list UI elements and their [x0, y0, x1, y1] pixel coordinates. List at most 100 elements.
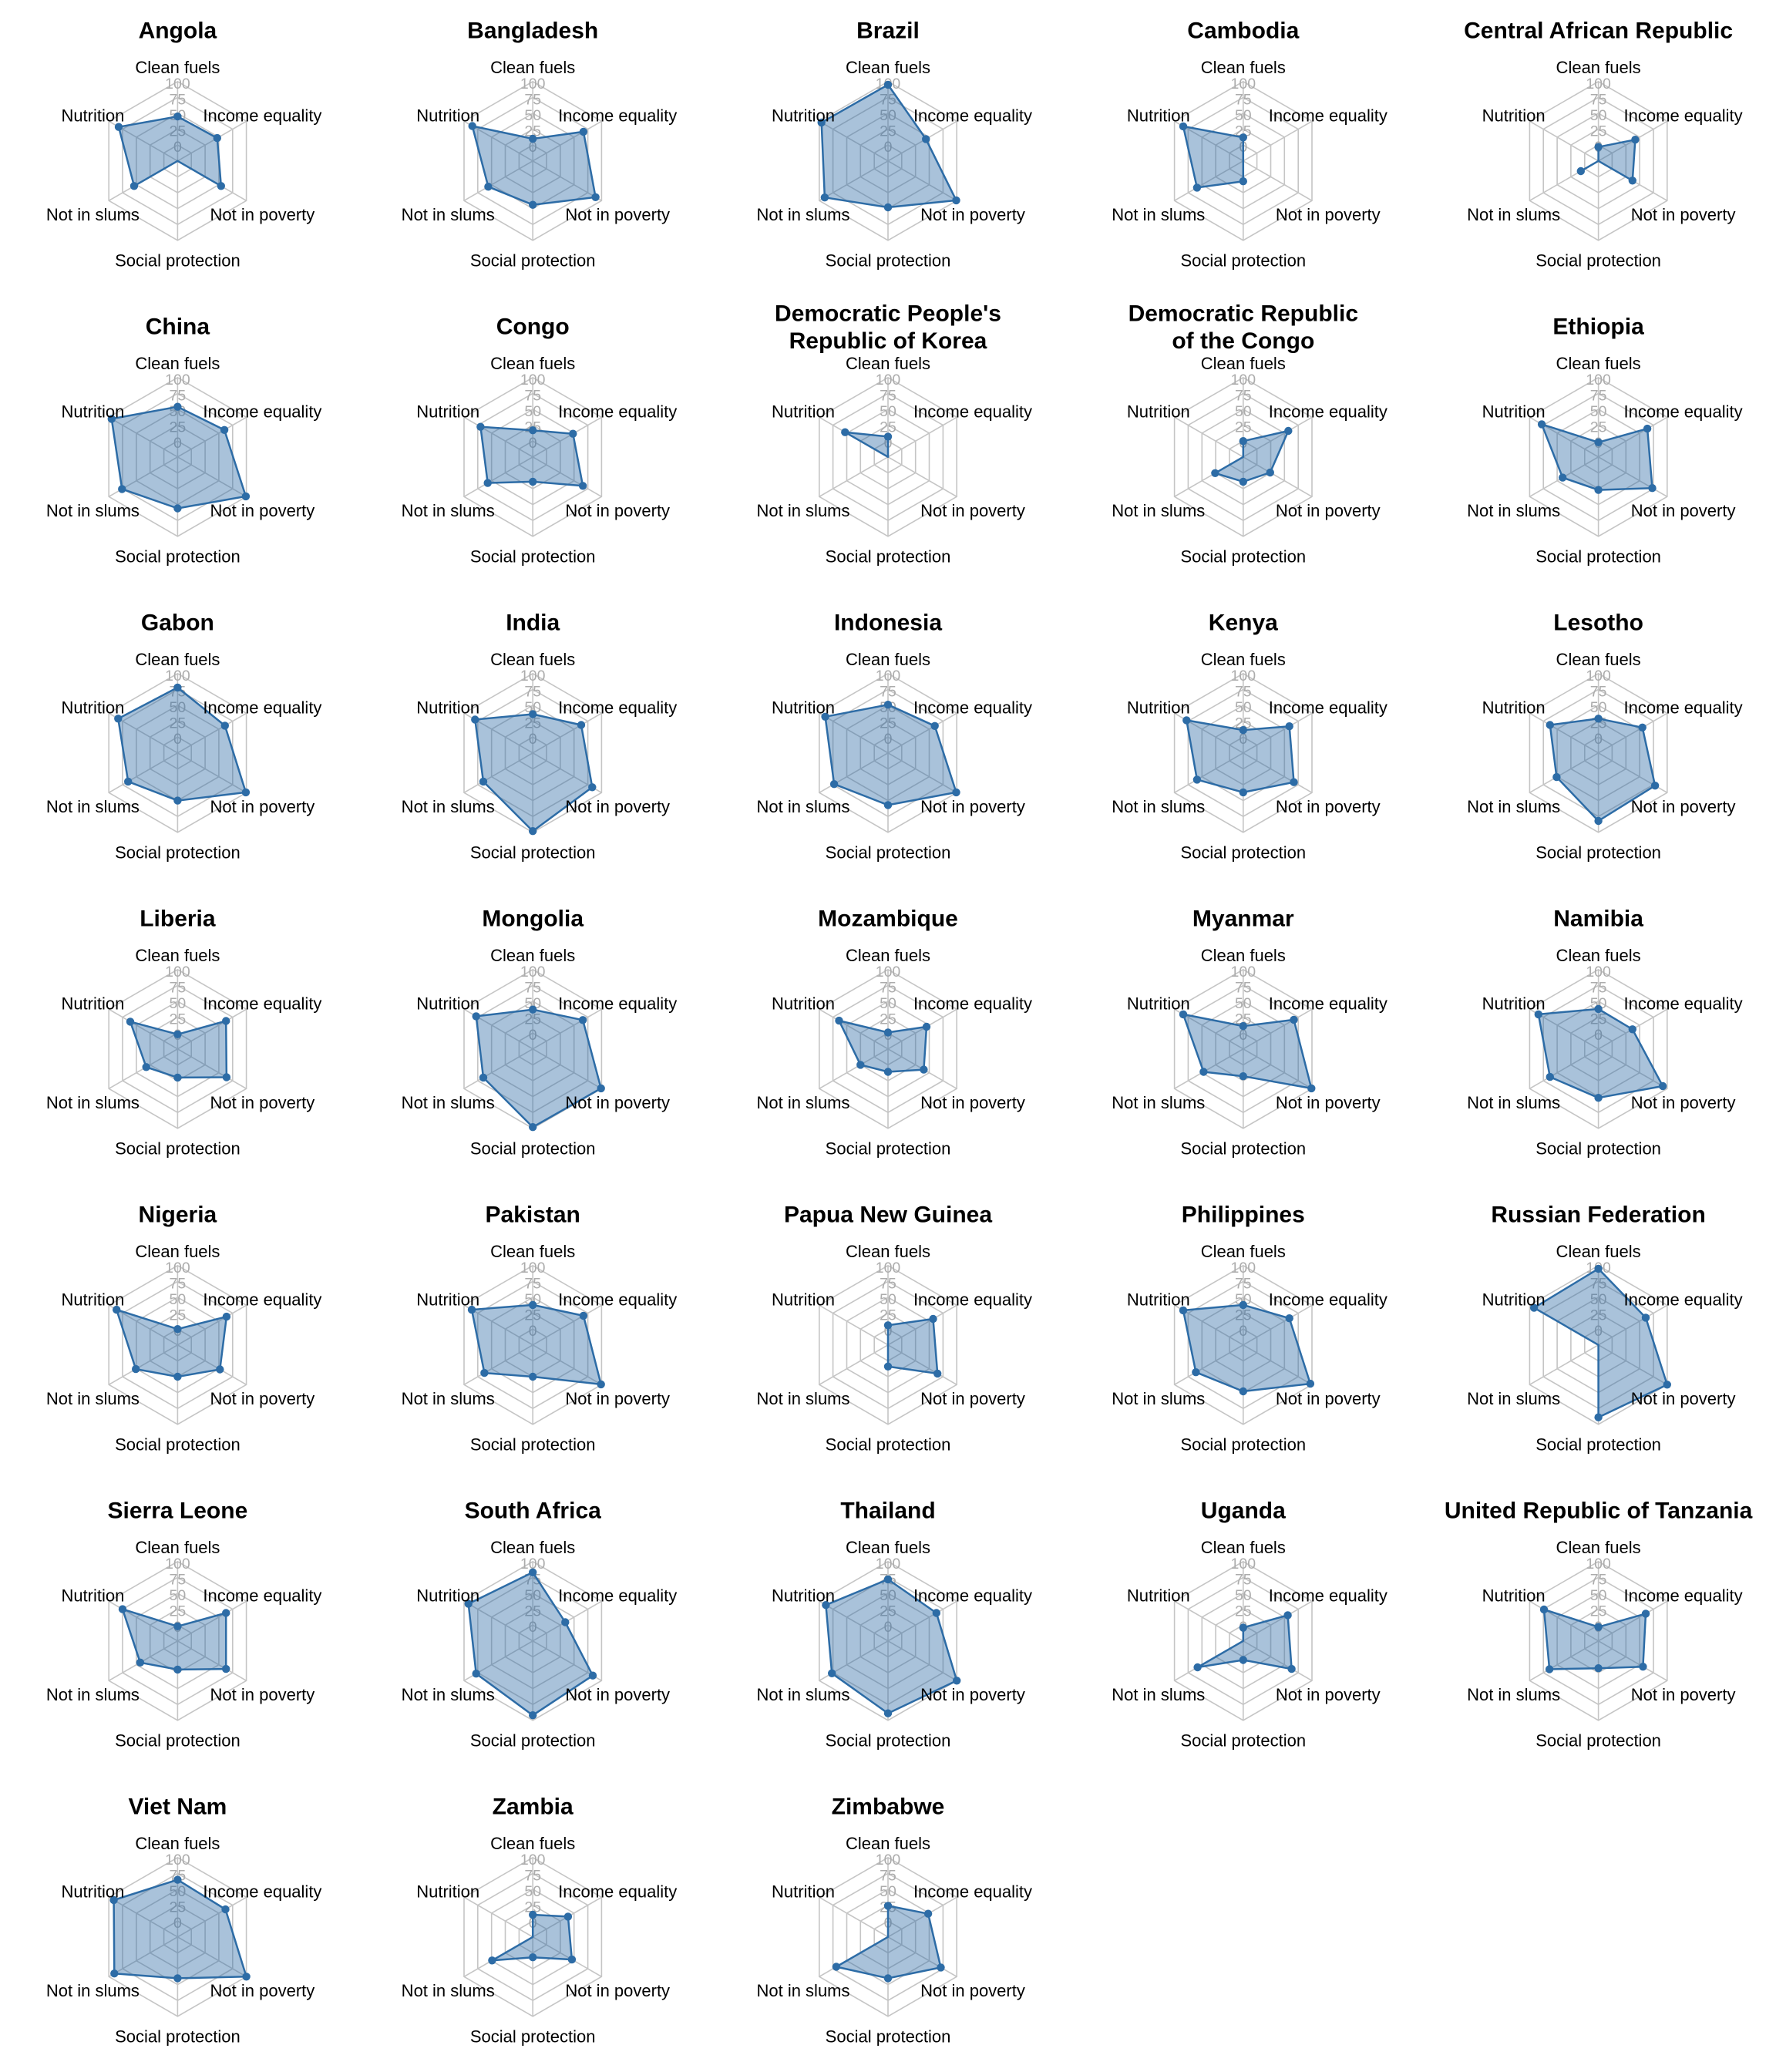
svg-text:Not in poverty: Not in poverty	[1276, 501, 1381, 520]
svg-text:75: 75	[524, 979, 541, 996]
svg-text:Not in slums: Not in slums	[402, 205, 495, 224]
svg-text:Social protection: Social protection	[470, 843, 596, 863]
svg-text:Not in poverty: Not in poverty	[565, 1389, 670, 1408]
svg-text:Not in slums: Not in slums	[46, 1093, 140, 1112]
svg-text:100: 100	[520, 1852, 546, 1868]
svg-text:Namibia: Namibia	[1553, 906, 1643, 932]
svg-text:Democratic People's: Democratic People's	[775, 301, 1001, 326]
svg-text:100: 100	[520, 1260, 546, 1276]
svg-text:Social protection: Social protection	[1180, 1435, 1306, 1455]
svg-text:Not in poverty: Not in poverty	[1276, 1389, 1381, 1408]
svg-text:Nutrition: Nutrition	[1127, 1290, 1190, 1309]
svg-text:Income equality: Income equality	[203, 1586, 321, 1605]
svg-text:50: 50	[880, 1587, 896, 1604]
svg-text:Nutrition: Nutrition	[1127, 1586, 1190, 1605]
svg-text:Social protection: Social protection	[115, 251, 240, 271]
svg-text:50: 50	[1590, 1291, 1607, 1308]
svg-text:0: 0	[884, 1619, 893, 1636]
svg-text:50: 50	[524, 1883, 541, 1900]
svg-text:Not in poverty: Not in poverty	[920, 501, 1025, 520]
svg-text:50: 50	[170, 1291, 187, 1308]
svg-text:Social protection: Social protection	[826, 547, 951, 567]
svg-text:Nutrition: Nutrition	[61, 1882, 124, 1901]
svg-text:Not in poverty: Not in poverty	[565, 797, 670, 816]
svg-text:Income equality: Income equality	[1624, 106, 1743, 125]
svg-text:25: 25	[170, 1899, 187, 1916]
svg-text:Not in slums: Not in slums	[1112, 797, 1205, 816]
svg-text:Papua New Guinea: Papua New Guinea	[784, 1202, 992, 1228]
svg-text:75: 75	[524, 1571, 541, 1588]
svg-text:Social protection: Social protection	[826, 1435, 951, 1455]
svg-text:Social protection: Social protection	[115, 1435, 240, 1455]
svg-text:50: 50	[524, 1587, 541, 1604]
svg-text:50: 50	[170, 1883, 187, 1900]
svg-text:0: 0	[1239, 731, 1247, 748]
svg-text:Clean fuels: Clean fuels	[1556, 1242, 1641, 1261]
svg-text:Income equality: Income equality	[203, 698, 321, 717]
svg-text:Income equality: Income equality	[1624, 698, 1743, 717]
svg-text:Not in slums: Not in slums	[1467, 205, 1560, 224]
svg-text:Gabon: Gabon	[141, 610, 214, 636]
svg-text:Income equality: Income equality	[203, 994, 321, 1013]
svg-text:Income equality: Income equality	[203, 402, 321, 421]
svg-text:75: 75	[524, 683, 541, 700]
svg-text:25: 25	[524, 1603, 541, 1620]
svg-text:Clean fuels: Clean fuels	[846, 946, 930, 965]
svg-text:Income equality: Income equality	[913, 106, 1032, 125]
svg-text:Income equality: Income equality	[1269, 106, 1388, 125]
svg-text:Not in poverty: Not in poverty	[210, 1685, 315, 1704]
svg-text:100: 100	[520, 964, 546, 980]
svg-text:0: 0	[1239, 1323, 1247, 1340]
svg-text:50: 50	[1590, 1587, 1607, 1604]
svg-text:25: 25	[1235, 715, 1252, 732]
svg-text:25: 25	[170, 1603, 187, 1620]
svg-text:Nutrition: Nutrition	[1127, 698, 1190, 717]
svg-text:Nutrition: Nutrition	[1482, 1586, 1546, 1605]
svg-text:100: 100	[876, 668, 901, 684]
svg-text:Not in slums: Not in slums	[402, 797, 495, 816]
svg-text:Clean fuels: Clean fuels	[1201, 58, 1286, 77]
svg-text:100: 100	[1586, 964, 1611, 980]
svg-text:Not in poverty: Not in poverty	[1631, 1685, 1736, 1704]
svg-text:Nutrition: Nutrition	[1482, 402, 1546, 421]
svg-text:China: China	[146, 314, 210, 340]
svg-text:25: 25	[170, 123, 187, 140]
svg-text:Not in slums: Not in slums	[1467, 1685, 1560, 1704]
svg-text:Clean fuels: Clean fuels	[490, 58, 575, 77]
svg-text:Not in slums: Not in slums	[46, 501, 140, 520]
svg-text:Clean fuels: Clean fuels	[490, 1538, 575, 1557]
svg-text:Zambia: Zambia	[493, 1794, 574, 1820]
svg-text:Not in poverty: Not in poverty	[1276, 797, 1381, 816]
svg-text:25: 25	[1235, 1307, 1252, 1324]
svg-text:Not in poverty: Not in poverty	[565, 1981, 670, 2000]
svg-text:75: 75	[880, 683, 896, 700]
svg-text:Not in poverty: Not in poverty	[920, 1981, 1025, 2000]
svg-text:Philippines: Philippines	[1182, 1202, 1305, 1228]
svg-text:100: 100	[165, 76, 190, 92]
svg-text:Social protection: Social protection	[115, 2027, 240, 2047]
svg-text:75: 75	[880, 1867, 896, 1884]
svg-text:75: 75	[1590, 387, 1607, 404]
svg-text:100: 100	[1231, 964, 1256, 980]
svg-text:Not in poverty: Not in poverty	[565, 1685, 670, 1704]
svg-text:Income equality: Income equality	[558, 106, 677, 125]
svg-text:Clean fuels: Clean fuels	[1556, 650, 1641, 669]
svg-text:25: 25	[1590, 1603, 1607, 1620]
svg-text:50: 50	[524, 107, 541, 124]
svg-text:75: 75	[524, 387, 541, 404]
svg-text:Sierra Leone: Sierra Leone	[108, 1498, 248, 1524]
svg-text:Social protection: Social protection	[826, 2027, 951, 2047]
svg-text:Clean fuels: Clean fuels	[846, 58, 930, 77]
svg-text:100: 100	[520, 372, 546, 388]
svg-text:100: 100	[165, 668, 190, 684]
svg-text:0: 0	[173, 1915, 182, 1932]
svg-text:Uganda: Uganda	[1201, 1498, 1286, 1524]
svg-text:Not in poverty: Not in poverty	[210, 1981, 315, 2000]
svg-text:Thailand: Thailand	[840, 1498, 935, 1524]
svg-text:India: India	[506, 610, 560, 636]
svg-text:75: 75	[1590, 1275, 1607, 1292]
svg-text:100: 100	[1586, 1556, 1611, 1572]
svg-text:Social protection: Social protection	[470, 1139, 596, 1159]
svg-text:Income equality: Income equality	[1624, 1586, 1743, 1605]
svg-text:100: 100	[1231, 372, 1256, 388]
